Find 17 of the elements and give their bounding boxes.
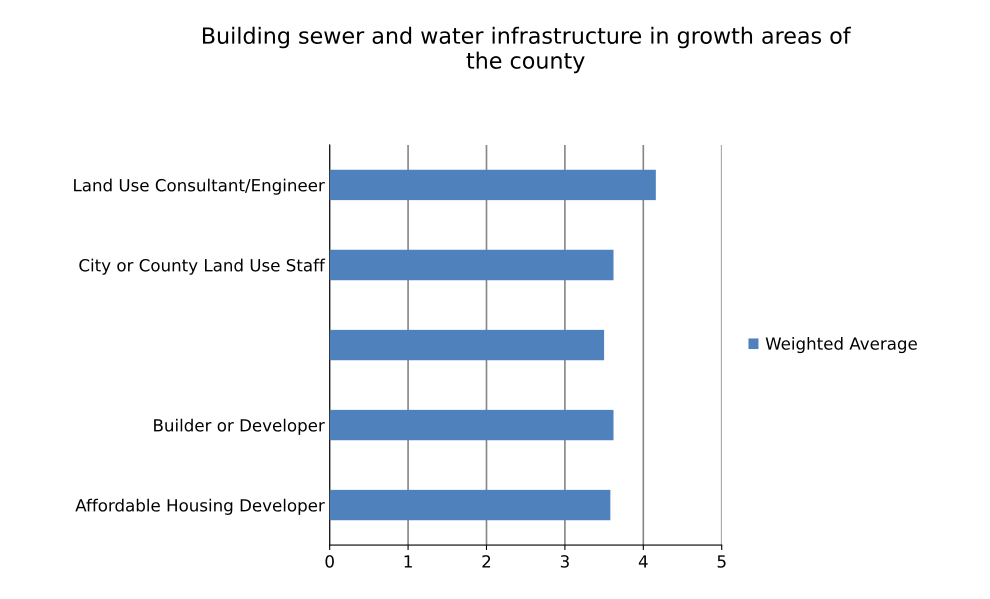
legend-label: Weighted Average [766,336,917,354]
x-tick-label: 2 [482,555,490,568]
y-tick-label: City or County Land Use Staff [79,258,326,275]
bar [330,250,614,280]
y-tick-label: Affordable Housing Developer [75,498,325,515]
x-tick-label: 5 [718,555,726,568]
bar [330,410,614,440]
bar [330,330,604,360]
bar [330,490,610,520]
bar [330,170,656,200]
x-tick-label: 1 [404,555,412,568]
chart-title: Building sewer and water infrastructure in growth areas of the county [202,26,852,74]
y-tick-label: Land Use Consultant/Engineer [74,178,325,195]
y-tick-label: Builder or Developer [154,418,325,435]
x-tick-label: 3 [560,555,569,568]
x-tick-label: 4 [638,555,648,568]
x-tick-label: 0 [325,555,334,568]
